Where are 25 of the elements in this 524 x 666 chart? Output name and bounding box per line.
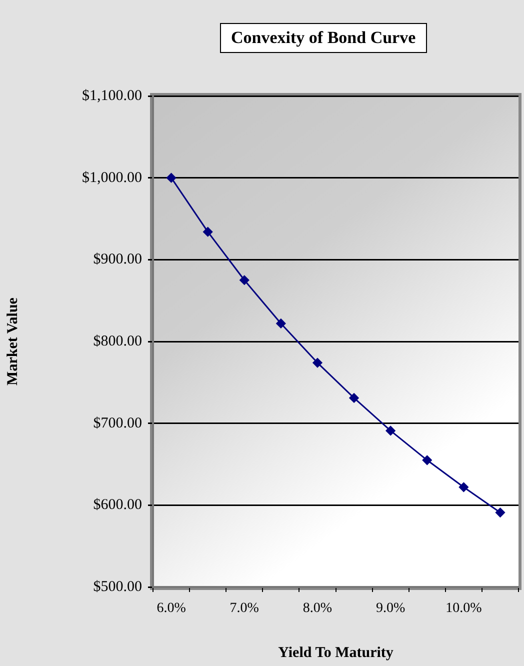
point — [203, 227, 213, 237]
point — [422, 455, 432, 465]
y-tick-label: $800.00 — [93, 333, 142, 350]
x-tick-label: 9.0% — [376, 601, 406, 616]
y-tick-label: $1,100.00 — [82, 88, 142, 104]
point — [240, 275, 250, 285]
point — [312, 358, 322, 368]
x-tick-label: 7.0% — [230, 601, 260, 616]
point — [276, 318, 286, 328]
y-tick-label: $1,000.00 — [82, 170, 142, 186]
point — [349, 393, 359, 403]
x-axis-title: Yield To Maturity — [278, 644, 394, 661]
y-tick-label: $900.00 — [93, 252, 142, 268]
y-tick-label: $700.00 — [93, 415, 142, 432]
chart-title: Convexity of Bond Curve — [220, 23, 427, 53]
point — [495, 508, 505, 518]
point — [458, 482, 468, 492]
point — [166, 173, 176, 183]
y-tick-label: $500.00 — [93, 578, 142, 595]
point — [386, 426, 396, 436]
x-tick-label: 10.0% — [446, 601, 482, 616]
x-tick-label: 8.0% — [302, 601, 332, 616]
y-axis-title: Market Value — [4, 297, 21, 386]
y-tick-label: $600.00 — [93, 497, 142, 514]
x-tick-label: 6.0% — [156, 601, 186, 616]
